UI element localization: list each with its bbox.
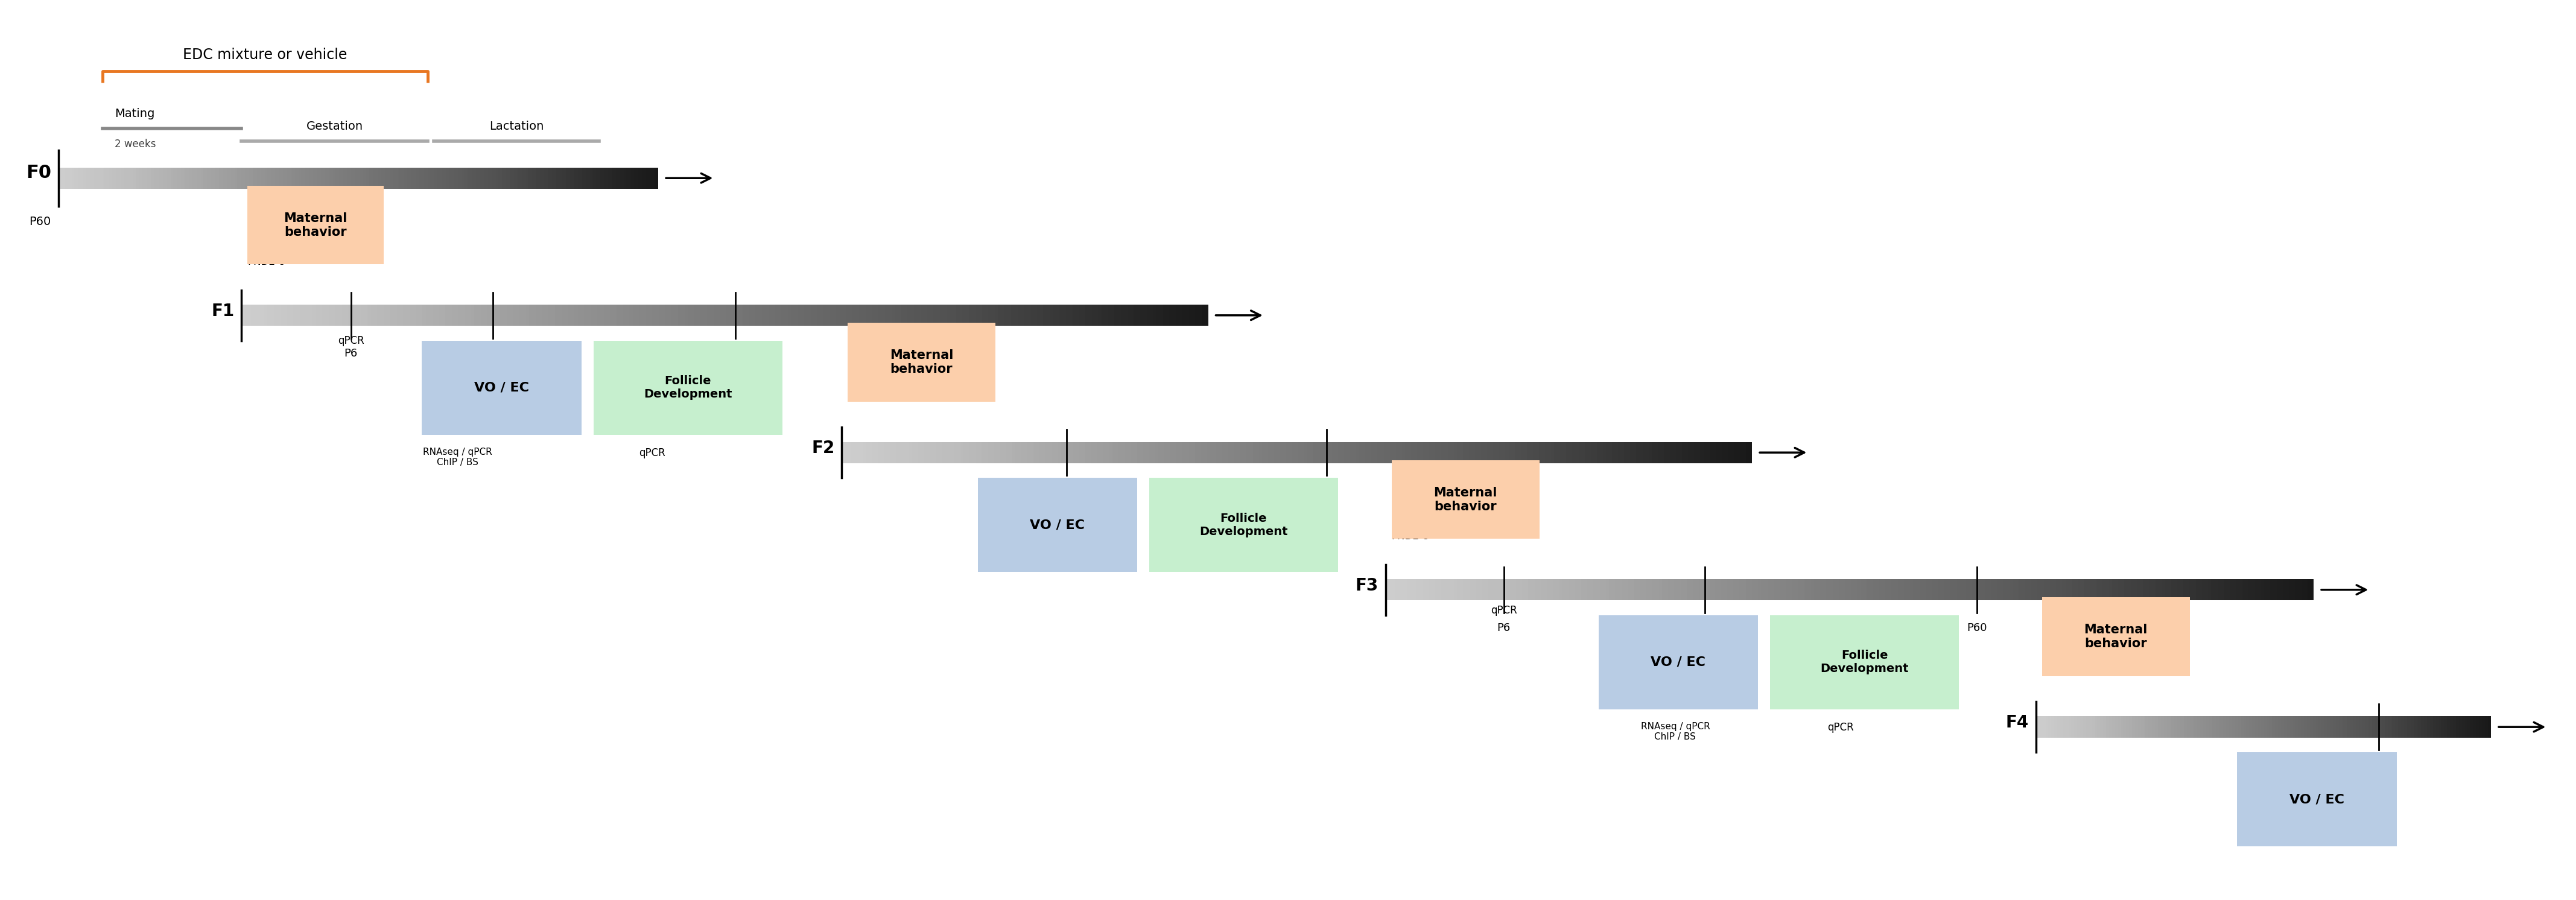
FancyBboxPatch shape [2236, 752, 2396, 846]
Text: P21: P21 [482, 348, 502, 359]
Text: PND2-8: PND2-8 [1391, 531, 1430, 542]
Text: P6: P6 [345, 348, 358, 359]
Text: qPCR: qPCR [639, 447, 665, 458]
Text: P60: P60 [1965, 623, 1986, 634]
FancyBboxPatch shape [422, 341, 582, 435]
Text: P60: P60 [28, 216, 52, 228]
FancyBboxPatch shape [592, 341, 783, 435]
Text: PND2-8: PND2-8 [848, 393, 886, 404]
Text: Maternal
behavior: Maternal behavior [1435, 487, 1497, 513]
Text: Lactation: Lactation [489, 121, 544, 132]
Text: EDC mixture or vehicle: EDC mixture or vehicle [183, 48, 348, 62]
Text: qPCR: qPCR [1826, 722, 1855, 733]
Text: Follicle
Development: Follicle Development [1821, 650, 1909, 675]
Text: Gestation: Gestation [307, 121, 363, 132]
Text: F1: F1 [211, 302, 234, 319]
FancyBboxPatch shape [1149, 478, 1340, 572]
Text: Maternal
behavior: Maternal behavior [283, 212, 348, 238]
Text: F4: F4 [2007, 715, 2030, 732]
Text: VO / EC: VO / EC [2290, 794, 2344, 805]
FancyBboxPatch shape [979, 478, 1136, 572]
Text: qPCR: qPCR [1492, 605, 1517, 616]
Text: P21: P21 [1695, 623, 1716, 634]
Text: qPCR: qPCR [337, 336, 363, 346]
Text: VO / EC: VO / EC [474, 382, 528, 394]
Text: P60: P60 [1316, 486, 1337, 497]
Text: Mating: Mating [113, 108, 155, 120]
FancyBboxPatch shape [848, 323, 994, 401]
Text: P21: P21 [2367, 760, 2388, 771]
Text: F0: F0 [26, 165, 52, 182]
FancyBboxPatch shape [247, 185, 384, 265]
Text: PND2-8: PND2-8 [247, 256, 286, 267]
FancyBboxPatch shape [1597, 616, 1757, 709]
Text: F2: F2 [811, 440, 835, 457]
Text: VO / EC: VO / EC [1030, 519, 1084, 531]
Text: P21: P21 [1056, 486, 1077, 497]
FancyBboxPatch shape [1770, 616, 1958, 709]
FancyBboxPatch shape [2043, 598, 2190, 676]
Text: P60: P60 [724, 348, 744, 359]
Text: P6: P6 [1497, 623, 1510, 634]
Text: RNAseq / qPCR
ChIP / BS: RNAseq / qPCR ChIP / BS [422, 447, 492, 467]
Text: F3: F3 [1355, 577, 1378, 594]
Text: PND2-8: PND2-8 [2043, 668, 2079, 679]
Text: RNAseq / qPCR
ChIP / BS: RNAseq / qPCR ChIP / BS [1641, 722, 1710, 742]
Text: Maternal
behavior: Maternal behavior [2084, 624, 2148, 650]
Text: Maternal
behavior: Maternal behavior [889, 349, 953, 375]
Text: Follicle
Development: Follicle Development [1200, 513, 1288, 537]
Text: 2 weeks: 2 weeks [113, 139, 155, 149]
Text: Follicle
Development: Follicle Development [644, 375, 732, 400]
Text: VO / EC: VO / EC [1651, 656, 1705, 668]
FancyBboxPatch shape [1391, 460, 1540, 539]
